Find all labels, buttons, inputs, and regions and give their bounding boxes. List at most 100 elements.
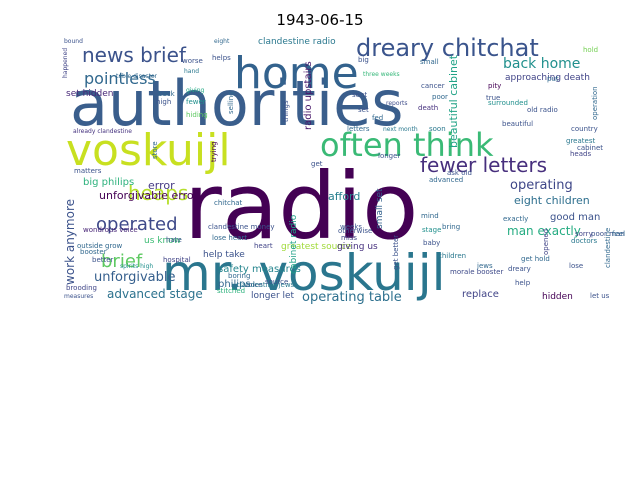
word: sorry [575, 230, 593, 238]
word: dreary [508, 265, 531, 273]
word: soon [429, 125, 446, 133]
word: outside grow [77, 242, 122, 250]
word: hand [184, 68, 199, 75]
word: surrounded [488, 99, 528, 107]
word: operation [591, 86, 599, 120]
word: error [148, 179, 175, 192]
word: philips [218, 279, 251, 290]
word: back [158, 90, 176, 98]
word: often think [320, 126, 494, 164]
word: fewer letters [420, 153, 547, 177]
word: eight [214, 38, 230, 45]
word: better [92, 256, 114, 264]
word: beautiful cabinet [447, 54, 460, 148]
word: death [418, 104, 438, 112]
word: help take [203, 250, 245, 260]
word: helps [212, 54, 231, 62]
word: back home [503, 56, 580, 72]
word: morale booster [450, 268, 503, 276]
word: poor [432, 93, 448, 101]
word: hidden [542, 292, 573, 302]
word: miss [341, 234, 357, 242]
word: lose [569, 262, 583, 270]
word: worse [182, 57, 203, 65]
word: baby [423, 239, 440, 247]
word: ask old [447, 169, 472, 177]
word: spirits high [120, 263, 153, 270]
word: things [282, 100, 290, 122]
word: replace [462, 289, 499, 300]
word: greatest [566, 137, 595, 145]
word: us know [144, 236, 181, 246]
word: longer [378, 152, 400, 160]
word: good man [550, 212, 600, 223]
word: clandestine radio [258, 37, 336, 47]
word: matters [74, 167, 102, 175]
word: opened [542, 229, 550, 255]
word: eight children [514, 194, 590, 207]
chart-title: 1943-06-15 [276, 11, 364, 29]
word: clandestine money [208, 223, 275, 231]
word: next month [383, 126, 418, 133]
word: advanced [429, 176, 463, 184]
word: exactly [503, 215, 528, 223]
word: get [311, 160, 323, 168]
word: bound [64, 38, 83, 45]
word: chitchat [214, 199, 243, 207]
word: reports [386, 100, 407, 107]
word: big [358, 56, 369, 64]
word: heads [570, 150, 591, 158]
word: work anymore [63, 199, 77, 285]
word: true [486, 94, 500, 102]
word: approaching death [505, 73, 590, 83]
word: heaps [128, 181, 188, 205]
word: set [358, 106, 369, 114]
word: mr. voskuijl [162, 244, 445, 302]
word: lose heart [212, 234, 247, 242]
word: feel [612, 230, 625, 238]
word: afford [328, 190, 360, 203]
word: table disaster [116, 73, 158, 80]
word: boring [228, 272, 250, 280]
word: news brief [82, 43, 187, 67]
word: safety measures [218, 264, 301, 275]
word: hiding [186, 111, 208, 119]
word: dreary chitchat [356, 34, 539, 62]
word: pity [488, 82, 501, 90]
word: beautiful [502, 120, 533, 128]
word: weeks [340, 223, 362, 231]
word: home [234, 48, 359, 99]
word: brief [101, 251, 143, 272]
word: fed [372, 114, 383, 122]
word: radio [184, 153, 418, 260]
word: wondrous voice [83, 226, 138, 234]
word: heart [254, 242, 273, 250]
word: small set [375, 188, 385, 229]
word: booster [80, 248, 107, 256]
word: measures [64, 293, 93, 300]
word: doctors [571, 237, 597, 245]
word: radio upstairs [303, 61, 314, 130]
word: small [420, 58, 439, 66]
word: get better [392, 235, 400, 270]
word: clandestine jews [236, 281, 295, 289]
word: stage [422, 226, 441, 234]
word: mind [421, 212, 439, 220]
word: brooding [66, 284, 97, 292]
word: hospital [163, 256, 191, 264]
word: man exactly [507, 224, 581, 238]
word: voskuijl [66, 125, 231, 176]
word: jews [476, 262, 493, 270]
word: advanced stage [107, 287, 203, 301]
word: hold [583, 46, 598, 54]
word: get hold [521, 255, 550, 263]
word: store [151, 141, 159, 159]
word: poor man [591, 230, 625, 238]
word: giving us [337, 242, 378, 252]
word: put [547, 75, 559, 83]
word: big philips [83, 177, 134, 188]
word: stitched [217, 287, 245, 295]
word: cabinet radio [289, 214, 299, 274]
